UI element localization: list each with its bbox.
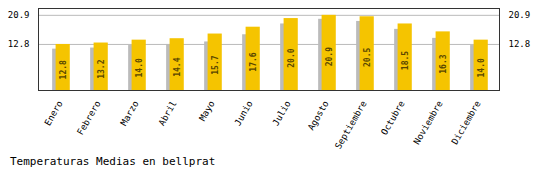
- svg-text:Abril: Abril: [157, 99, 179, 127]
- svg-text:Julio: Julio: [271, 99, 293, 127]
- html-text:Temperaturas Medias en bellpra: Temperaturas Medias en bellprat: [10, 155, 216, 168]
- svg-text:Noviembre: Noviembre: [412, 99, 445, 146]
- svg-text:12.8: 12.8: [59, 60, 68, 79]
- svg-text:Octubre: Octubre: [379, 99, 407, 137]
- svg-text:17.6: 17.6: [249, 52, 258, 71]
- svg-text:12.8: 12.8: [8, 39, 30, 49]
- svg-text:14.0: 14.0: [477, 58, 486, 77]
- svg-text:20.9: 20.9: [509, 10, 531, 20]
- svg-text:Marzo: Marzo: [119, 99, 141, 127]
- svg-text:20.0: 20.0: [287, 48, 296, 67]
- svg-text:15.7: 15.7: [211, 55, 220, 74]
- svg-text:16.3: 16.3: [439, 54, 448, 73]
- svg-text:20.9: 20.9: [8, 10, 30, 20]
- svg-text:13.2: 13.2: [97, 59, 106, 78]
- svg-text:20.9: 20.9: [325, 47, 334, 66]
- svg-text:Mayo: Mayo: [197, 99, 217, 123]
- svg-text:14.4: 14.4: [173, 57, 182, 76]
- svg-text:12.8: 12.8: [509, 39, 531, 49]
- svg-text:14.0: 14.0: [135, 58, 144, 77]
- svg-text:18.5: 18.5: [401, 51, 410, 70]
- svg-text:Febrero: Febrero: [75, 99, 103, 137]
- svg-text:Agosto: Agosto: [306, 99, 331, 132]
- svg-text:Enero: Enero: [43, 99, 65, 127]
- svg-text:Diciembre: Diciembre: [450, 99, 483, 146]
- svg-text:Septiembre: Septiembre: [333, 99, 369, 151]
- svg-text:Junio: Junio: [233, 99, 255, 127]
- svg-text:20.5: 20.5: [363, 48, 372, 67]
